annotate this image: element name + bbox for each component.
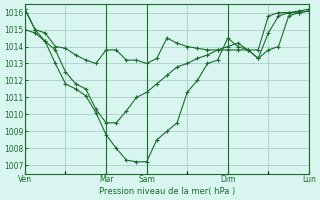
X-axis label: Pression niveau de la mer( hPa ): Pression niveau de la mer( hPa )	[99, 187, 235, 196]
